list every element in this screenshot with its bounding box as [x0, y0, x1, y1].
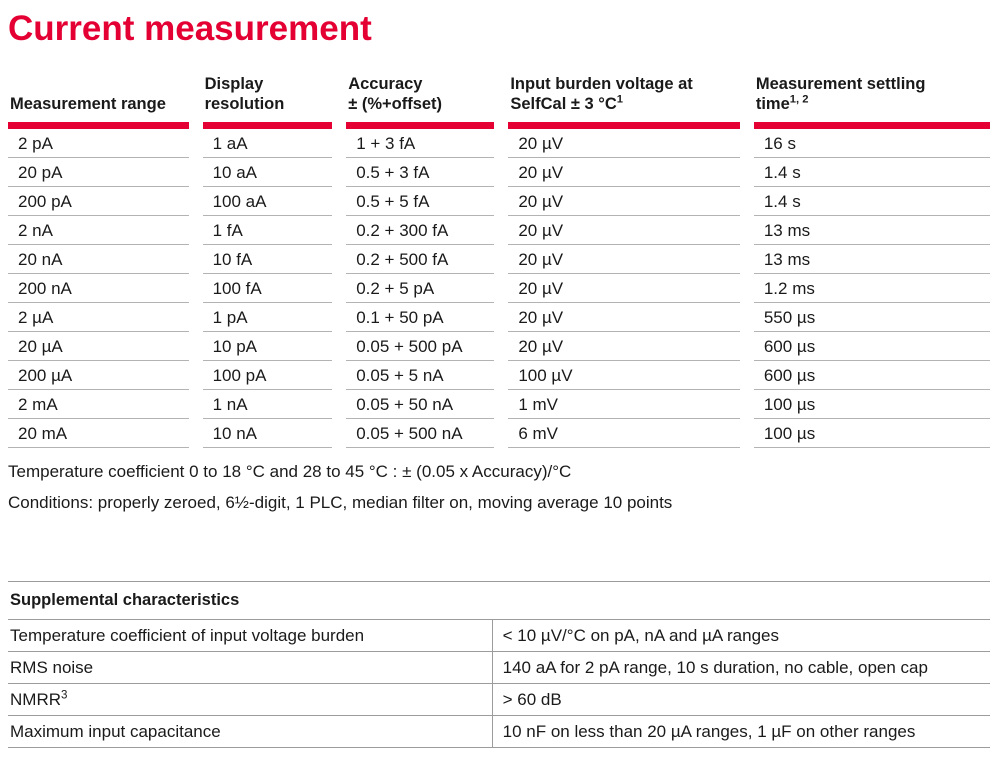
supplemental-row: NMRR3 > 60 dB — [8, 683, 990, 716]
cell-resolution: 10 aA — [202, 158, 333, 187]
cell-range: 20 µA — [8, 332, 189, 361]
temperature-coefficient-note: Temperature coefficient 0 to 18 °C and 2… — [8, 462, 572, 481]
cell-settling-time: 600 µs — [753, 361, 990, 390]
table-row: 20 nA 10 fA 0.2 + 500 fA 20 µV 13 ms — [8, 245, 990, 274]
cell-range: 20 mA — [8, 419, 189, 448]
cell-settling-time: 1.4 s — [753, 187, 990, 216]
table-row: 20 pA 10 aA 0.5 + 3 fA 20 µV 1.4 s — [8, 158, 990, 187]
cell-accuracy: 0.2 + 500 fA — [346, 245, 495, 274]
cell-range: 2 nA — [8, 216, 189, 245]
supplemental-row: RMS noise 140 aA for 2 pA range, 10 s du… — [8, 651, 990, 684]
conditions-note: Conditions: properly zeroed, 6½-digit, 1… — [8, 493, 673, 512]
supp-value: > 60 dB — [491, 683, 990, 716]
cell-burden-voltage: 20 µV — [508, 245, 740, 274]
supplemental-row: Maximum input capacitance 10 nF on less … — [8, 715, 990, 748]
footnote-marker: 3 — [61, 689, 68, 702]
current-measurement-table: Measurement range Display resolution Acc… — [0, 74, 1000, 448]
cell-accuracy: 0.05 + 500 nA — [346, 419, 495, 448]
table-notes: Temperature coefficient 0 to 18 °C and 2… — [8, 461, 990, 514]
supp-value: 10 nF on less than 20 µA ranges, 1 µF on… — [491, 715, 990, 748]
cell-range: 2 µA — [8, 303, 189, 332]
col-header-accuracy: Accuracy ± (%+offset) — [346, 74, 495, 129]
supp-label: RMS noise — [8, 651, 493, 684]
cell-resolution: 10 pA — [202, 332, 333, 361]
supp-value: < 10 µV/°C on pA, nA and µA ranges — [491, 619, 990, 652]
cell-range: 200 nA — [8, 274, 189, 303]
cell-settling-time: 100 µs — [753, 419, 990, 448]
cell-settling-time: 600 µs — [753, 332, 990, 361]
cell-range: 20 pA — [8, 158, 189, 187]
supp-value: 140 aA for 2 pA range, 10 s duration, no… — [491, 651, 990, 684]
col-header-input-burden-voltage: Input burden voltage at SelfCal ± 3 °C1 — [508, 74, 740, 129]
cell-burden-voltage: 20 µV — [508, 187, 740, 216]
header-footnote: 1 — [616, 93, 624, 106]
cell-range: 20 nA — [8, 245, 189, 274]
supplemental-header: Supplemental characteristics — [8, 581, 990, 620]
cell-burden-voltage: 20 µV — [508, 158, 740, 187]
cell-settling-time: 13 ms — [753, 245, 990, 274]
cell-accuracy: 0.1 + 50 pA — [346, 303, 495, 332]
cell-resolution: 1 aA — [202, 129, 333, 158]
header-footnote: 1, 2 — [789, 93, 809, 106]
cell-burden-voltage: 100 µV — [508, 361, 740, 390]
table-row: 2 pA 1 aA 1 + 3 fA 20 µV 16 s — [8, 129, 990, 158]
cell-range: 200 pA — [8, 187, 189, 216]
table-row: 2 nA 1 fA 0.2 + 300 fA 20 µV 13 ms — [8, 216, 990, 245]
table-row: 2 µA 1 pA 0.1 + 50 pA 20 µV 550 µs — [8, 303, 990, 332]
cell-resolution: 10 nA — [202, 419, 333, 448]
table-row: 200 nA 100 fA 0.2 + 5 pA 20 µV 1.2 ms — [8, 274, 990, 303]
table-row: 2 mA 1 nA 0.05 + 50 nA 1 mV 100 µs — [8, 390, 990, 419]
cell-resolution: 100 pA — [202, 361, 333, 390]
cell-burden-voltage: 20 µV — [508, 332, 740, 361]
cell-burden-voltage: 20 µV — [508, 129, 740, 158]
cell-settling-time: 1.4 s — [753, 158, 990, 187]
supp-label: Temperature coefficient of input voltage… — [8, 619, 493, 652]
cell-accuracy: 1 + 3 fA — [346, 129, 495, 158]
cell-resolution: 10 fA — [202, 245, 333, 274]
cell-burden-voltage: 20 µV — [508, 303, 740, 332]
supplemental-characteristics-table: Supplemental characteristics Temperature… — [8, 581, 990, 748]
table-row: 200 pA 100 aA 0.5 + 5 fA 20 µV 1.4 s — [8, 187, 990, 216]
cell-settling-time: 16 s — [753, 129, 990, 158]
header-row: Measurement range Display resolution Acc… — [8, 74, 990, 129]
cell-accuracy: 0.2 + 5 pA — [346, 274, 495, 303]
col-header-display-resolution: Display resolution — [202, 74, 333, 129]
col-header-measurement-range: Measurement range — [8, 74, 189, 129]
cell-accuracy: 0.05 + 500 pA — [346, 332, 495, 361]
cell-resolution: 1 fA — [202, 216, 333, 245]
supp-label: NMRR3 — [8, 683, 493, 716]
cell-resolution: 1 pA — [202, 303, 333, 332]
cell-accuracy: 0.05 + 5 nA — [346, 361, 495, 390]
cell-range: 2 mA — [8, 390, 189, 419]
cell-settling-time: 550 µs — [753, 303, 990, 332]
cell-burden-voltage: 1 mV — [508, 390, 740, 419]
cell-settling-time: 13 ms — [753, 216, 990, 245]
cell-burden-voltage: 20 µV — [508, 216, 740, 245]
cell-accuracy: 0.5 + 3 fA — [346, 158, 495, 187]
cell-burden-voltage: 20 µV — [508, 274, 740, 303]
cell-accuracy: 0.05 + 50 nA — [346, 390, 495, 419]
cell-settling-time: 1.2 ms — [753, 274, 990, 303]
cell-resolution: 1 nA — [202, 390, 333, 419]
supplemental-row: Temperature coefficient of input voltage… — [8, 619, 990, 652]
supp-label: Maximum input capacitance — [8, 715, 493, 748]
cell-accuracy: 0.5 + 5 fA — [346, 187, 495, 216]
table-row: 200 µA 100 pA 0.05 + 5 nA 100 µV 600 µs — [8, 361, 990, 390]
cell-burden-voltage: 6 mV — [508, 419, 740, 448]
cell-range: 2 pA — [8, 129, 189, 158]
table-row: 20 mA 10 nA 0.05 + 500 nA 6 mV 100 µs — [8, 419, 990, 448]
cell-settling-time: 100 µs — [753, 390, 990, 419]
page-title: Current measurement — [8, 9, 372, 48]
table-row: 20 µA 10 pA 0.05 + 500 pA 20 µV 600 µs — [8, 332, 990, 361]
cell-range: 200 µA — [8, 361, 189, 390]
cell-resolution: 100 aA — [202, 187, 333, 216]
col-header-settling-time: Measurement settling time1, 2 — [753, 74, 990, 129]
cell-resolution: 100 fA — [202, 274, 333, 303]
cell-accuracy: 0.2 + 300 fA — [346, 216, 495, 245]
supplemental-header-row: Supplemental characteristics — [8, 581, 990, 620]
